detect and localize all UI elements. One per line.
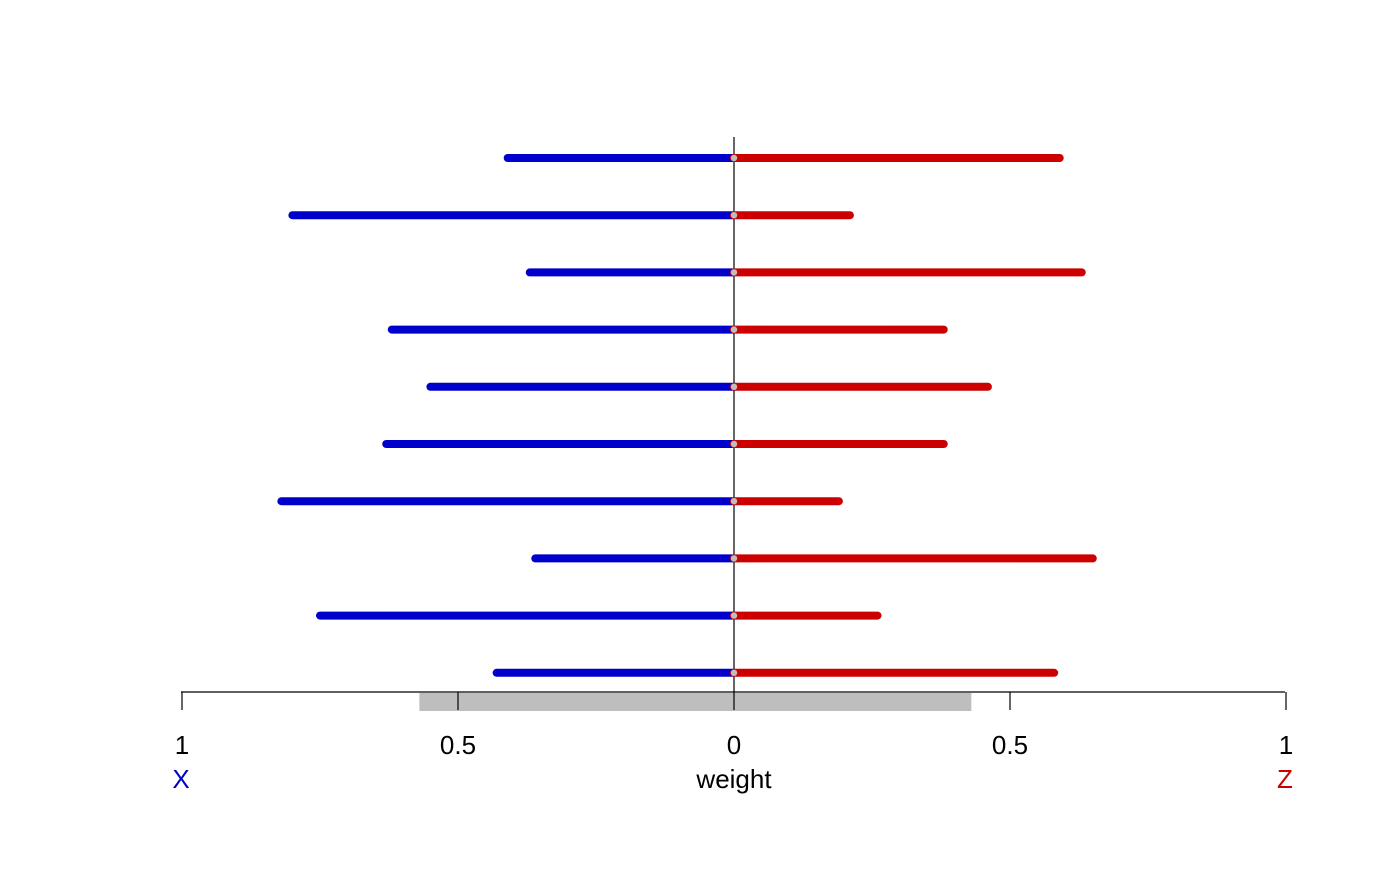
- center-marker-3: [730, 269, 738, 276]
- center-marker-5: [730, 383, 738, 390]
- tick-label: 0: [727, 730, 741, 760]
- x-axis: 1 0.5 0 0.5 1: [175, 691, 1293, 760]
- tick-label: 0.5: [440, 730, 476, 760]
- center-marker-6: [730, 440, 738, 448]
- center-marker-1: [730, 154, 738, 162]
- highlight-band: [419, 693, 972, 711]
- axis-labels: weight X Z: [172, 764, 1293, 794]
- center-marker-8: [730, 555, 738, 562]
- right-side-label: Z: [1277, 764, 1293, 794]
- bars-layer: [277, 137, 1097, 692]
- left-side-label: X: [172, 764, 189, 794]
- x-axis-title: weight: [695, 764, 772, 794]
- tick-label: 1: [1279, 730, 1293, 760]
- tick-label: 0.5: [992, 730, 1028, 760]
- center-marker-9: [730, 612, 738, 619]
- highlight-band-layer: [419, 693, 972, 711]
- center-marker-10: [730, 669, 738, 676]
- center-marker-7: [730, 498, 738, 505]
- tick-label: 1: [175, 730, 189, 760]
- center-marker-2: [730, 212, 738, 219]
- center-marker-4: [730, 326, 738, 333]
